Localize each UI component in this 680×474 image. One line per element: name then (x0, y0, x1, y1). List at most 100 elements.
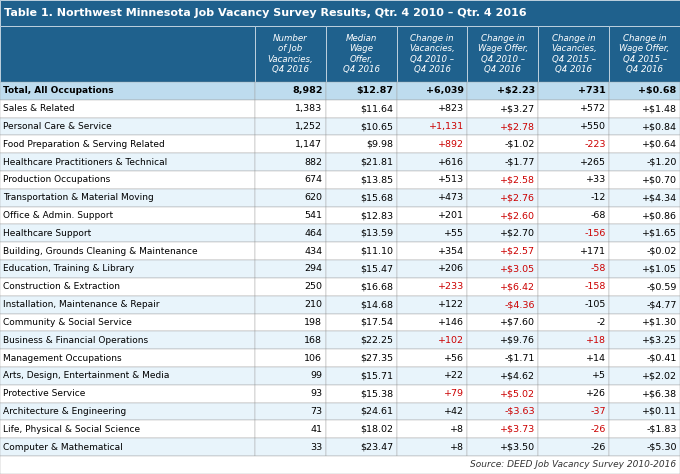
Bar (326, 420, 396, 438)
Bar (539, 296, 609, 313)
Text: +$7.60: +$7.60 (500, 318, 535, 327)
Bar (396, 189, 467, 207)
Bar (0, 313, 255, 331)
Bar (539, 136, 609, 153)
Bar (326, 207, 396, 225)
Text: $17.54: $17.54 (360, 318, 393, 327)
Bar (255, 171, 326, 189)
Bar (0, 420, 255, 438)
Text: Source: DEED Job Vacancy Survey 2010-2016: Source: DEED Job Vacancy Survey 2010-201… (471, 461, 677, 469)
Bar (0, 296, 255, 313)
Bar (326, 136, 396, 153)
Text: 1,252: 1,252 (295, 122, 322, 131)
Bar (467, 207, 539, 225)
Bar (255, 171, 326, 189)
Bar (0, 420, 255, 438)
Bar (396, 313, 467, 331)
Text: 41: 41 (310, 425, 322, 434)
Text: Installation, Maintenance & Repair: Installation, Maintenance & Repair (3, 300, 160, 309)
Bar (539, 100, 609, 118)
Bar (467, 420, 539, 438)
Bar (539, 225, 609, 242)
Text: +$3.25: +$3.25 (641, 336, 677, 345)
Bar (326, 260, 396, 278)
Bar (255, 385, 326, 402)
Text: +$1.48: +$1.48 (642, 104, 677, 113)
Bar (539, 82, 609, 100)
Bar (609, 207, 680, 225)
Bar (326, 100, 396, 118)
Bar (539, 367, 609, 385)
Bar (467, 420, 539, 438)
Bar (467, 100, 539, 118)
Bar (539, 26, 609, 82)
Bar (609, 100, 680, 118)
Bar (609, 313, 680, 331)
Bar (539, 225, 609, 242)
Text: +473: +473 (438, 193, 464, 202)
Bar (539, 367, 609, 385)
Bar (255, 313, 326, 331)
Bar (467, 153, 539, 171)
Bar (467, 331, 539, 349)
Text: -26: -26 (590, 443, 606, 452)
Text: +$2.57: +$2.57 (500, 246, 535, 255)
Bar (539, 420, 609, 438)
Text: +616: +616 (438, 158, 464, 167)
Text: $14.68: $14.68 (360, 300, 393, 309)
Bar (539, 331, 609, 349)
Text: +5: +5 (592, 371, 606, 380)
Text: +572: +572 (580, 104, 606, 113)
Bar (0, 0, 680, 26)
Bar (396, 82, 467, 100)
Text: +79: +79 (444, 389, 464, 398)
Bar (467, 402, 539, 420)
Text: -$0.02: -$0.02 (646, 246, 677, 255)
Text: 464: 464 (305, 229, 322, 238)
Bar (326, 402, 396, 420)
Bar (0, 26, 255, 82)
Text: -156: -156 (584, 229, 606, 238)
Text: +$0.70: +$0.70 (642, 175, 677, 184)
Text: +823: +823 (438, 104, 464, 113)
Bar (396, 385, 467, 402)
Bar (539, 153, 609, 171)
Text: +$9.76: +$9.76 (500, 336, 535, 345)
Bar (467, 313, 539, 331)
Bar (326, 136, 396, 153)
Text: +354: +354 (438, 246, 464, 255)
Text: $11.64: $11.64 (360, 104, 393, 113)
Bar (609, 402, 680, 420)
Text: -$0.41: -$0.41 (646, 354, 677, 363)
Bar (396, 385, 467, 402)
Text: Median
Wage
Offer,
Q4 2016: Median Wage Offer, Q4 2016 (343, 34, 379, 74)
Bar (396, 402, 467, 420)
Bar (0, 260, 255, 278)
Bar (609, 82, 680, 100)
Text: Change in
Vacancies,
Q4 2015 –
Q4 2016: Change in Vacancies, Q4 2015 – Q4 2016 (551, 34, 596, 74)
Bar (609, 225, 680, 242)
Bar (467, 278, 539, 296)
Bar (326, 385, 396, 402)
Bar (326, 153, 396, 171)
Bar (396, 189, 467, 207)
Bar (609, 385, 680, 402)
Bar (396, 242, 467, 260)
Bar (539, 207, 609, 225)
Bar (255, 242, 326, 260)
Bar (467, 153, 539, 171)
Bar (0, 349, 255, 367)
Bar (0, 153, 255, 171)
Bar (255, 136, 326, 153)
Text: 674: 674 (305, 175, 322, 184)
Bar (467, 438, 539, 456)
Bar (539, 313, 609, 331)
Text: Community & Social Service: Community & Social Service (3, 318, 133, 327)
Text: $21.81: $21.81 (360, 158, 393, 167)
Bar (609, 118, 680, 136)
Bar (326, 171, 396, 189)
Text: Table 1. Northwest Minnesota Job Vacancy Survey Results, Qtr. 4 2010 – Qtr. 4 20: Table 1. Northwest Minnesota Job Vacancy… (4, 8, 527, 18)
Text: Healthcare Practitioners & Technical: Healthcare Practitioners & Technical (3, 158, 168, 167)
Bar (396, 367, 467, 385)
Bar (467, 402, 539, 420)
